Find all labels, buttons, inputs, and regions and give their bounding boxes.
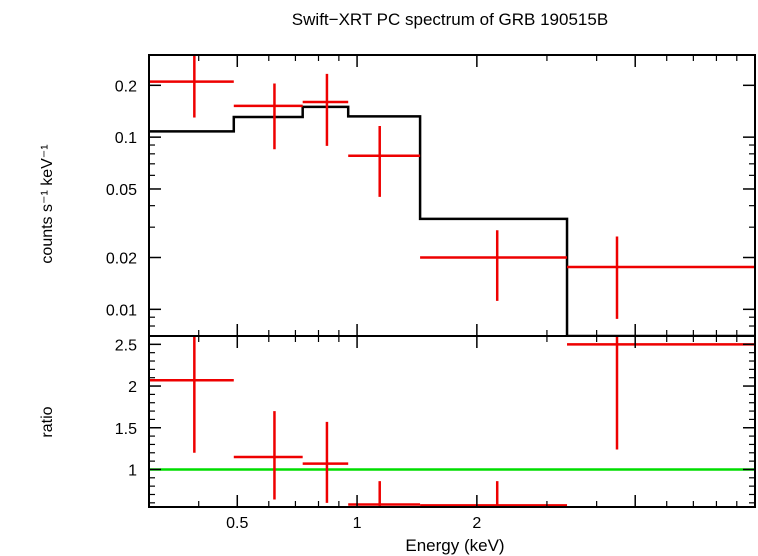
model-step-line [149,105,755,336]
data-point [567,236,755,319]
y-tick-label: 1 [128,462,137,479]
spectrum-panel: 0.01 0.02 0.05 0.1 0.2 [106,54,756,337]
ratio-panel: 1 1.5 2 2.5 0.5 1 2 [115,335,756,532]
x-tick-label: 1 [353,515,362,532]
data-point [233,83,303,150]
x-tick-label: 0.5 [226,515,248,532]
data-point [149,55,234,118]
x-axis-label: Energy (keV) [405,536,504,555]
ratio-y-axis-label: ratio [39,406,56,437]
ratio-plot-area [149,336,755,507]
data-point [149,336,234,453]
y-tick-label: 0.01 [106,302,137,319]
data-point [302,421,349,503]
data-point [348,481,421,507]
x-tick-label: 2 [472,515,481,532]
spectrum-frame [148,54,756,337]
y-tick-label: 0.05 [106,182,137,199]
y-tick-label: 1.5 [115,421,137,438]
y-tick-label: 0.02 [106,250,137,267]
data-point [420,481,568,507]
data-point [420,230,568,301]
data-point [348,126,421,197]
y-tick-label: 0.1 [115,130,137,147]
y-tick-label: 2 [128,379,137,396]
y-tick-label: 2.5 [115,337,137,354]
data-point [233,411,303,500]
spectrum-y-axis-label: counts s⁻¹ keV⁻¹ [39,144,56,263]
data-point [302,73,349,146]
data-point [567,336,755,450]
ratio-frame [148,335,756,508]
spectrum-plot-area [149,55,755,336]
chart-title: Swift−XRT PC spectrum of GRB 190515B [292,10,608,29]
y-tick-label: 0.2 [115,78,137,95]
